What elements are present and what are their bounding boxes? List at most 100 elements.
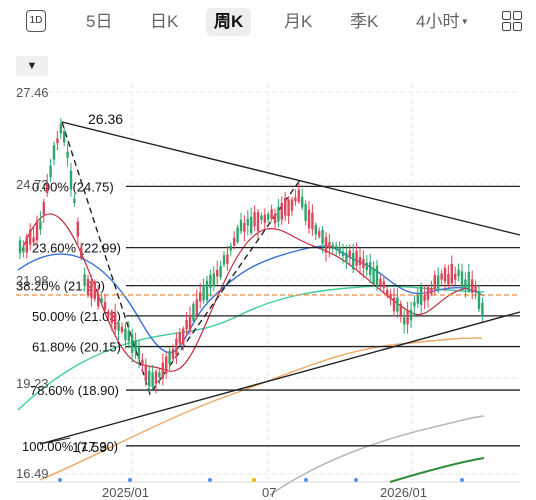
candle xyxy=(76,221,79,237)
candle xyxy=(420,286,423,305)
ma-orange xyxy=(39,337,483,481)
candle xyxy=(250,216,253,233)
event-marker-icon xyxy=(304,478,308,482)
candle xyxy=(290,199,294,211)
tab-4hour[interactable]: 4小时 ▾ xyxy=(416,8,467,36)
high-annotation: 26.36 xyxy=(88,111,123,127)
timeframe-tabs: 1D 5日 日K 周K 月K 季K 4小时 ▾ xyxy=(0,0,536,44)
candle xyxy=(69,170,73,190)
ma-teal xyxy=(17,285,485,411)
candle xyxy=(199,292,202,302)
grid-menu-icon[interactable] xyxy=(502,11,522,31)
candle xyxy=(161,362,164,379)
candle xyxy=(365,262,368,271)
event-marker-icon xyxy=(460,478,464,482)
y-tick-label: 27.46 xyxy=(16,85,49,100)
candle xyxy=(32,237,35,243)
candle xyxy=(137,346,141,360)
candle xyxy=(260,215,263,220)
candle xyxy=(413,302,416,307)
candle xyxy=(409,309,413,321)
candle xyxy=(141,359,144,365)
tab-5d[interactable]: 5日 xyxy=(86,12,113,31)
ma-gray xyxy=(269,415,485,496)
moving-averages xyxy=(17,213,485,496)
tab-quarterly[interactable]: 季K xyxy=(350,12,379,31)
candle xyxy=(471,279,474,293)
candle xyxy=(239,219,243,232)
candle xyxy=(389,293,392,300)
candles xyxy=(18,118,484,394)
candle xyxy=(103,302,107,310)
candle xyxy=(386,290,389,296)
ma-blue xyxy=(17,245,485,354)
candle xyxy=(107,311,110,316)
candle xyxy=(46,183,49,194)
candle xyxy=(100,298,103,304)
event-marker-icon xyxy=(58,478,62,482)
candle xyxy=(243,222,246,232)
event-marker-icon xyxy=(252,478,256,482)
candle xyxy=(131,334,134,353)
candle xyxy=(328,242,331,249)
candle xyxy=(226,254,229,264)
candle xyxy=(229,245,232,251)
candle xyxy=(331,244,334,249)
candle xyxy=(39,220,42,230)
candle xyxy=(42,202,45,215)
calendar-1d-icon[interactable]: 1D xyxy=(26,10,46,32)
candle xyxy=(110,311,113,323)
fib-label: 0.00% (24.75) xyxy=(32,179,114,194)
candle xyxy=(277,206,280,222)
candle xyxy=(294,197,297,202)
candle xyxy=(63,131,66,143)
candle xyxy=(311,212,314,230)
tab-daily[interactable]: 日K xyxy=(150,12,179,31)
candle xyxy=(188,316,192,331)
candle xyxy=(450,263,453,284)
candle xyxy=(318,231,321,237)
candle xyxy=(267,214,270,220)
low-pointer xyxy=(39,437,71,445)
candle xyxy=(144,364,147,381)
candle xyxy=(392,297,396,312)
candle xyxy=(216,270,219,277)
candle xyxy=(426,287,430,300)
candle xyxy=(52,145,56,160)
fib-label: 61.80% (20.15) xyxy=(32,340,121,355)
axis-labels: 27.46 24.72 21.98 19.23 16.49 2025/01 07 2026/0… xyxy=(16,85,464,500)
chevron-down-icon: ▾ xyxy=(459,16,468,28)
tab-monthly[interactable]: 月K xyxy=(284,12,313,31)
candle xyxy=(29,229,32,245)
candle xyxy=(345,252,348,262)
indicator-dropdown[interactable]: ▼ xyxy=(16,56,48,76)
candle xyxy=(423,295,426,302)
fib-label: 50.00% (21.03) xyxy=(32,309,121,324)
upper-trend-line xyxy=(61,121,521,236)
candle xyxy=(134,340,137,351)
candle xyxy=(59,124,62,134)
candle xyxy=(477,292,481,309)
candle xyxy=(222,255,226,265)
candle xyxy=(192,304,195,321)
candle xyxy=(474,285,477,292)
candle xyxy=(263,214,266,223)
candle xyxy=(406,309,409,325)
candle xyxy=(202,285,205,301)
candle xyxy=(457,269,460,277)
candle xyxy=(73,198,76,204)
candle xyxy=(219,266,222,278)
candle xyxy=(80,247,83,258)
event-marker-icon xyxy=(128,478,132,482)
candle xyxy=(297,189,300,202)
candle xyxy=(382,281,385,288)
candle xyxy=(93,281,96,300)
y-tick-label: 21.98 xyxy=(16,273,49,288)
tab-weekly[interactable]: 周K xyxy=(206,8,252,36)
candle xyxy=(321,229,324,244)
candle xyxy=(464,279,467,289)
candle xyxy=(430,288,433,295)
candle xyxy=(158,372,161,377)
candle xyxy=(284,197,287,216)
